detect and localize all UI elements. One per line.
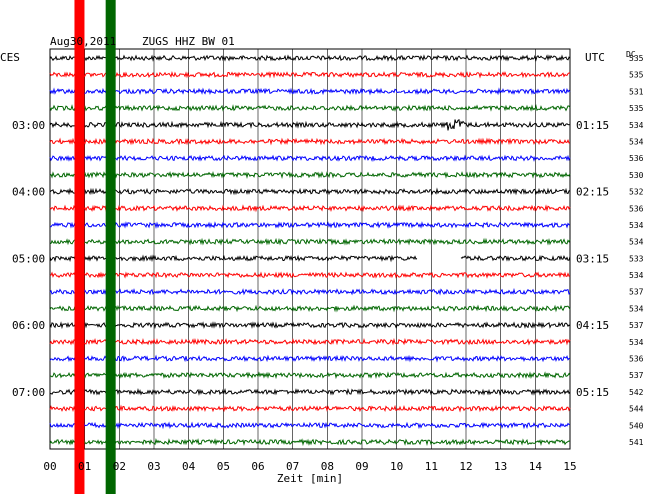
- trace-row-19: [49, 354, 571, 363]
- minute-gridlines: [84, 49, 536, 449]
- dc-value: 534: [629, 137, 644, 146]
- trace-row-5: [49, 118, 571, 131]
- dc-value: 534: [629, 121, 644, 130]
- x-axis-ticks: 00 01 02 03 04 05 06 07 08 09 10 11 12 13 14 15: [43, 460, 576, 473]
- event-markers: [74, 0, 116, 494]
- x-tick-label: 11: [425, 460, 438, 473]
- left-time-label: 04:00: [12, 186, 45, 199]
- trace-row-20: [49, 371, 571, 380]
- x-tick-label: 10: [390, 460, 403, 473]
- dc-value: 535: [629, 71, 644, 80]
- dc-value: 541: [629, 438, 644, 447]
- dc-label: DC: [626, 50, 636, 59]
- trace-row-9: [49, 187, 571, 196]
- dc-value: 537: [629, 321, 644, 330]
- trace-row-2: [49, 70, 571, 79]
- left-time-label: 03:00: [12, 119, 45, 132]
- dc-value: 534: [629, 221, 644, 230]
- trace-row-14: [49, 271, 571, 279]
- dc-values: 535 535 531 535 534 534 536 530 532 536 534 534 533 5…: [629, 54, 644, 447]
- right-time-label: 05:15: [576, 386, 609, 399]
- dc-value: 542: [629, 388, 644, 397]
- trace-row-8: [49, 170, 571, 179]
- dc-value: 536: [629, 204, 644, 213]
- trace-row-12: [49, 237, 571, 246]
- x-tick-label: 07: [286, 460, 299, 473]
- x-tick-label: 15: [563, 460, 576, 473]
- trace-row-3: [49, 87, 571, 96]
- x-tick-label: 14: [529, 460, 543, 473]
- dc-value: 534: [629, 271, 644, 280]
- trace-row-16: [49, 304, 571, 313]
- left-time-label: 07:00: [12, 386, 45, 399]
- trace-row-24: [49, 438, 571, 447]
- right-time-labels: 01:15 02:15 03:15 04:15 05:15: [576, 119, 609, 399]
- dc-value: 534: [629, 304, 644, 313]
- x-tick-label: 06: [251, 460, 264, 473]
- x-tick-label: 05: [217, 460, 230, 473]
- left-time-label: 06:00: [12, 319, 45, 332]
- dc-value: 535: [629, 104, 644, 113]
- right-time-label: 01:15: [576, 119, 609, 132]
- trace-row-7: [49, 154, 571, 163]
- dc-value: 540: [629, 421, 644, 430]
- right-time-label: 04:15: [576, 319, 609, 332]
- left-time-labels: 03:00 04:00 05:00 06:00 07:00: [12, 119, 45, 399]
- dc-value: 535: [629, 54, 644, 63]
- header-station: ZUGS HHZ BW 01: [142, 35, 235, 48]
- trace-row-23: [49, 421, 571, 430]
- dc-value: 530: [629, 171, 644, 180]
- trace-row-22: [49, 404, 571, 413]
- x-tick-label: 01: [78, 460, 91, 473]
- left-time-label: 05:00: [12, 252, 45, 265]
- dc-value: 537: [629, 288, 644, 297]
- dc-value: 544: [629, 405, 644, 414]
- left-zone-label: CES: [0, 51, 20, 64]
- event-marker-2: [105, 0, 116, 494]
- dc-value: 533: [629, 254, 644, 263]
- dc-value: 531: [629, 87, 644, 96]
- dc-value: 532: [629, 188, 644, 197]
- trace-row-6: [49, 137, 571, 146]
- right-time-label: 03:15: [576, 252, 609, 265]
- seismic-traces: [49, 54, 571, 447]
- trace-row-10: [49, 204, 571, 213]
- x-tick-label: 00: [43, 460, 56, 473]
- trace-row-18: [49, 337, 571, 346]
- x-tick-label: 09: [355, 460, 368, 473]
- dc-value: 534: [629, 238, 644, 247]
- x-tick-label: 02: [113, 460, 126, 473]
- trace-row-17: [49, 321, 571, 330]
- x-axis-label: Zeit [min]: [277, 472, 343, 485]
- trace-row-21: [49, 387, 571, 396]
- trace-row-11: [50, 221, 571, 230]
- dc-value: 537: [629, 371, 644, 380]
- dc-value: 536: [629, 355, 644, 364]
- x-tick-label: 08: [321, 460, 334, 473]
- chart-frame: [49, 48, 571, 450]
- x-tick-label: 04: [182, 460, 196, 473]
- trace-row-4: [49, 104, 571, 112]
- header-date: Aug30,2011: [50, 35, 116, 48]
- right-time-label: 02:15: [576, 186, 609, 199]
- trace-row-1: [49, 54, 571, 62]
- x-tick-label: 12: [459, 460, 472, 473]
- right-zone-label: UTC: [585, 51, 605, 64]
- dc-value: 536: [629, 154, 644, 163]
- x-tick-label: 03: [147, 460, 160, 473]
- dc-value: 534: [629, 338, 644, 347]
- trace-row-15: [49, 287, 571, 296]
- x-tick-label: 13: [494, 460, 507, 473]
- event-marker-1: [74, 0, 85, 494]
